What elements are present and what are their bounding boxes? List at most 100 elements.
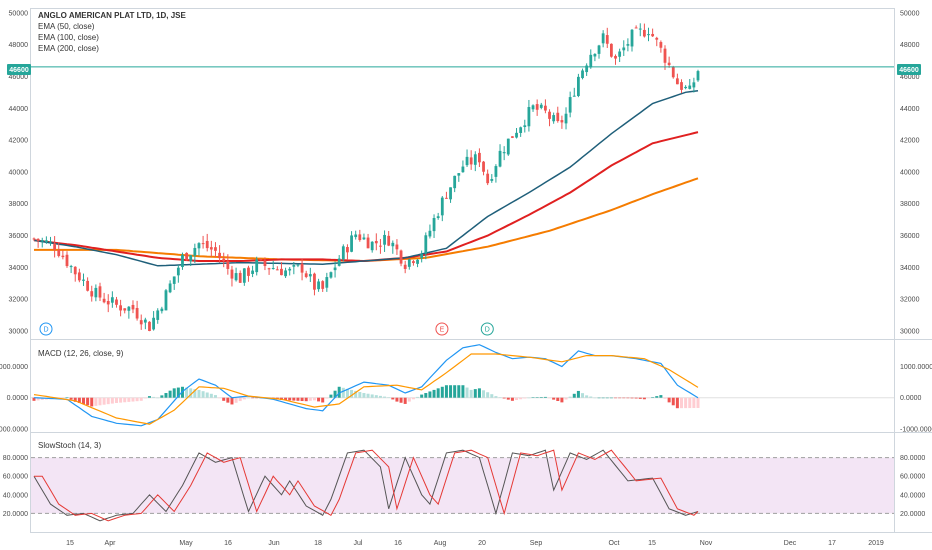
candle-body	[230, 269, 234, 279]
time-tick: 2019	[868, 540, 884, 547]
macd-hist-bar	[102, 397, 106, 405]
macd-hist-bar	[156, 397, 160, 399]
candle-body	[630, 29, 634, 47]
macd-hist-bar	[568, 396, 572, 398]
candle-body	[98, 286, 102, 298]
macd-hist-bar	[675, 397, 679, 409]
macd-hist-bar	[428, 391, 432, 398]
macd-hist-bar	[663, 397, 667, 399]
candle-body	[152, 317, 156, 330]
candle-body	[40, 240, 44, 242]
macd-hist-bar	[482, 390, 486, 398]
candle-body	[90, 291, 94, 297]
ema-100-legend[interactable]: EMA (100, close)	[38, 33, 99, 42]
stoch-d-line	[34, 449, 699, 522]
candle-body	[482, 161, 485, 172]
macd-axis: 1000.0000 1000.0000 0.0000 0.0000 -1000.0000…	[0, 364, 932, 433]
macd-hist-bar	[213, 395, 217, 398]
macd-hist-bar	[647, 397, 651, 399]
candle-body	[160, 308, 164, 312]
macd-hist-bar	[498, 397, 502, 398]
macd-hist-bar	[222, 397, 226, 401]
macd-hist-bar	[597, 397, 601, 399]
candle-body	[189, 255, 193, 262]
candle-body	[44, 240, 48, 243]
macd-hist-bar	[242, 397, 246, 400]
macd-hist-bar	[329, 394, 333, 398]
macd-hist-bar	[473, 389, 477, 398]
price-tick-right: 42000	[900, 138, 920, 145]
macd-hist-bar	[193, 389, 197, 398]
candles-layer	[32, 23, 700, 332]
ema-50-legend[interactable]: EMA (50, close)	[38, 22, 95, 31]
macd-hist-bar	[614, 397, 618, 399]
candle-body	[494, 166, 498, 177]
ema-200-legend[interactable]: EMA (200, close)	[38, 44, 99, 53]
time-tick: Sep	[530, 540, 543, 547]
macd-hist-bar	[370, 394, 374, 398]
time-axis: 15 Apr May 16 Jun 18 Jul 16 Aug 20 Sep Oct 15 Nov Dec 1…	[66, 540, 884, 547]
macd-hist-bar	[548, 397, 552, 399]
price-axis-left: 50000 48000 46000 44000 42000 40000 38000 36000…	[9, 10, 29, 335]
macd-hist-bar	[94, 397, 98, 406]
macd-hist-bar	[477, 388, 481, 398]
macd-hist-bar	[189, 388, 193, 398]
candle-body	[61, 255, 65, 258]
macd-tick-left: -1000.0000	[0, 426, 28, 433]
macd-hist-bar	[119, 397, 123, 403]
candle-body	[593, 53, 597, 57]
macd-hist-bar	[457, 385, 461, 398]
macd-hist-bar	[440, 386, 444, 398]
macd-tick-left: 1000.0000	[0, 364, 28, 371]
macd-hist-bar	[378, 395, 382, 398]
price-tick-left: 44000	[9, 106, 29, 113]
price-tick-left: 46000	[9, 74, 29, 81]
price-tick-right: 50000	[900, 10, 920, 17]
ema-100-line	[33, 131, 699, 263]
candle-body	[684, 86, 688, 89]
stoch-legend[interactable]: SlowStoch (14, 3)	[38, 441, 101, 450]
candle-body	[156, 310, 160, 320]
macd-hist-bar	[634, 397, 638, 399]
price-tick-left: 36000	[9, 233, 29, 240]
macd-hist-bar	[411, 397, 415, 400]
macd-hist-bar	[218, 397, 222, 399]
candle-body	[523, 125, 527, 127]
macd-hist-bar	[40, 397, 44, 400]
candle-body	[511, 136, 514, 138]
candle-body	[185, 252, 188, 261]
candle-body	[453, 175, 457, 189]
macd-hist-bar	[304, 397, 308, 402]
price-tick-right: 34000	[900, 265, 920, 272]
candle-body	[457, 173, 461, 176]
candle-body	[73, 266, 77, 275]
macd-hist-bar	[135, 397, 139, 402]
macd-legend[interactable]: MACD (12, 26, close, 9)	[38, 349, 124, 358]
macd-hist-bar	[234, 397, 238, 403]
candle-body	[692, 82, 696, 88]
candle-body	[445, 197, 448, 199]
macd-hist-bar	[671, 397, 675, 406]
candle-body	[432, 217, 436, 232]
last-price-tag-left: 46600	[7, 64, 31, 75]
macd-hist-bar	[106, 397, 110, 405]
ema-200-layer	[34, 177, 699, 263]
macd-hist-bar	[255, 397, 259, 399]
macd-hist-bar	[502, 397, 506, 399]
candle-body	[234, 273, 238, 281]
candle-body	[350, 235, 353, 252]
macd-hist-bar	[288, 397, 292, 401]
macd-hist-bar	[403, 397, 407, 404]
macd-hist-bar	[680, 397, 684, 409]
candle-body	[490, 179, 494, 181]
stoch-tick-left: 40.0000	[3, 492, 28, 499]
price-tick-right: 48000	[900, 42, 920, 49]
candle-body	[176, 267, 180, 276]
candle-body	[601, 33, 605, 44]
macd-hist-bar	[618, 397, 622, 399]
macd-hist-bar	[230, 397, 234, 405]
time-tick: Aug	[434, 540, 447, 547]
candle-body	[383, 234, 386, 245]
candle-body	[560, 120, 564, 123]
candle-body	[238, 272, 242, 283]
